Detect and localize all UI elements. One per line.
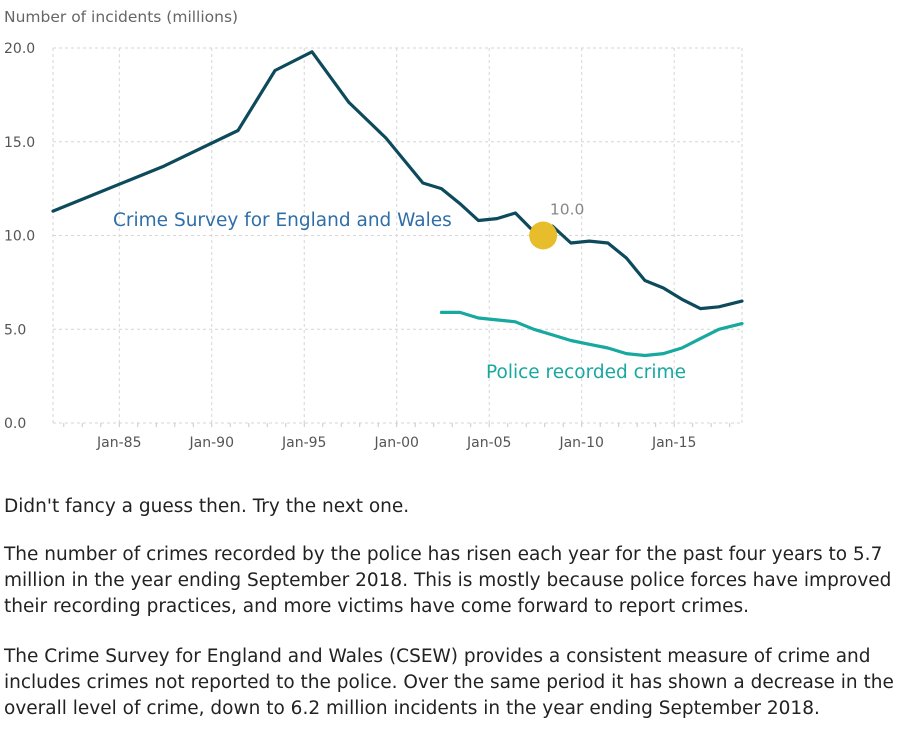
guess-marker xyxy=(529,221,558,250)
x-tick-label: Jan-90 xyxy=(189,435,234,451)
chart-canvas: Number of incidents (millions) 0.0 5.0 10.0… xyxy=(4,8,744,451)
y-tick-label: 5.0 xyxy=(4,322,26,338)
police-series-line xyxy=(439,310,744,358)
x-tick-label: Jan-10 xyxy=(558,435,603,451)
csew-series-label: Crime Survey for England and Wales xyxy=(113,210,452,231)
x-tick-label: Jan-00 xyxy=(374,435,419,451)
guess-value-label: 10.0 xyxy=(550,201,585,219)
guess-feedback-text: Didn't fancy a guess then. Try the next … xyxy=(4,496,410,517)
x-tick-label: Jan-85 xyxy=(96,435,141,451)
y-tick-label: 15.0 xyxy=(4,135,35,151)
y-tick-label: 20.0 xyxy=(4,41,35,57)
csew-series-line xyxy=(51,50,744,311)
x-tick-label: Jan-05 xyxy=(466,435,511,451)
y-tick-label: 10.0 xyxy=(4,229,35,245)
y-axis-title: Number of incidents (millions) xyxy=(4,8,238,26)
csew-paragraph: The Crime Survey for England and Wales (… xyxy=(4,646,894,719)
x-tick-label: Jan-15 xyxy=(651,435,696,451)
x-tick-label: Jan-95 xyxy=(281,435,326,451)
police-recorded-paragraph: The number of crimes recorded by the pol… xyxy=(4,544,892,617)
y-tick-label: 0.0 xyxy=(4,416,26,432)
incidents-chart: Number of incidents (millions) 0.0 5.0 10.0… xyxy=(4,8,744,451)
police-series-label: Police recorded crime xyxy=(486,362,686,383)
